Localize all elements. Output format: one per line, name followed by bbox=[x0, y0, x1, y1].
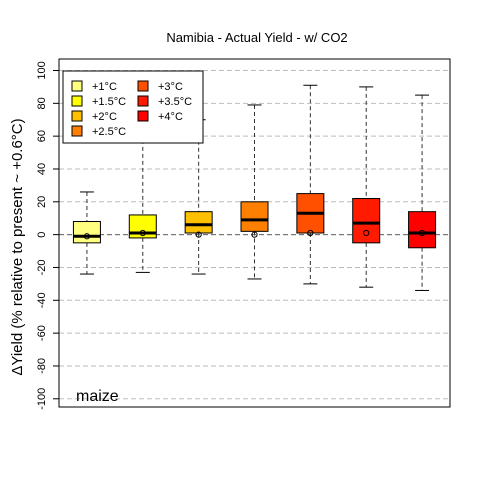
box bbox=[184, 211, 213, 234]
legend-label: +4°C bbox=[158, 111, 183, 123]
mean-marker bbox=[418, 229, 426, 237]
legend-swatch bbox=[137, 110, 149, 122]
plot-frame bbox=[58, 58, 451, 408]
mean-marker bbox=[307, 229, 314, 237]
legend-swatch bbox=[137, 95, 149, 107]
legend-swatch bbox=[71, 80, 83, 92]
legend-label: +2°C bbox=[92, 111, 117, 123]
legend-box bbox=[62, 70, 204, 144]
mean-marker bbox=[139, 229, 146, 237]
y-tick-label: -80 bbox=[36, 358, 48, 374]
box bbox=[240, 201, 269, 232]
legend-swatch bbox=[71, 125, 83, 137]
y-tick-label: 0 bbox=[36, 232, 48, 238]
y-tick-label: -20 bbox=[36, 260, 48, 276]
y-tick-label: 80 bbox=[36, 97, 48, 109]
y-tick-label: -60 bbox=[36, 325, 48, 341]
mean-marker bbox=[195, 231, 202, 238]
crop-annotation: maize bbox=[76, 388, 119, 405]
y-tick-label: 20 bbox=[36, 196, 48, 208]
mean-marker bbox=[83, 233, 91, 240]
legend-label: +3.5°C bbox=[158, 96, 192, 108]
mean-marker bbox=[251, 231, 258, 238]
legend-label: +2.5°C bbox=[92, 126, 126, 138]
legend-swatch bbox=[71, 95, 83, 107]
legend-label: +1°C bbox=[92, 81, 117, 93]
y-axis-label: ΔYield (% relative to present ~ +0.6°C) bbox=[9, 118, 26, 375]
y-tick-label: 100 bbox=[36, 61, 48, 79]
box bbox=[72, 221, 101, 244]
y-tick-label: 60 bbox=[36, 130, 48, 142]
y-tick-label: -40 bbox=[36, 292, 48, 308]
legend-label: +3°C bbox=[158, 81, 183, 93]
legend-swatch bbox=[71, 110, 83, 122]
legend-swatch bbox=[137, 80, 149, 92]
box bbox=[352, 198, 381, 244]
box bbox=[408, 211, 437, 249]
mean-marker bbox=[363, 229, 370, 237]
chart-title: Namibia - Actual Yield - w/ CO2 bbox=[166, 30, 347, 45]
plot-area: -100 -80 -60 -40 -20 0 20 40 60 80 100 +1°C +1.5°C +2… bbox=[36, 58, 451, 410]
legend-label: +1.5°C bbox=[92, 96, 126, 108]
y-tick-label: -100 bbox=[36, 388, 48, 410]
y-tick-label: 40 bbox=[36, 163, 48, 175]
